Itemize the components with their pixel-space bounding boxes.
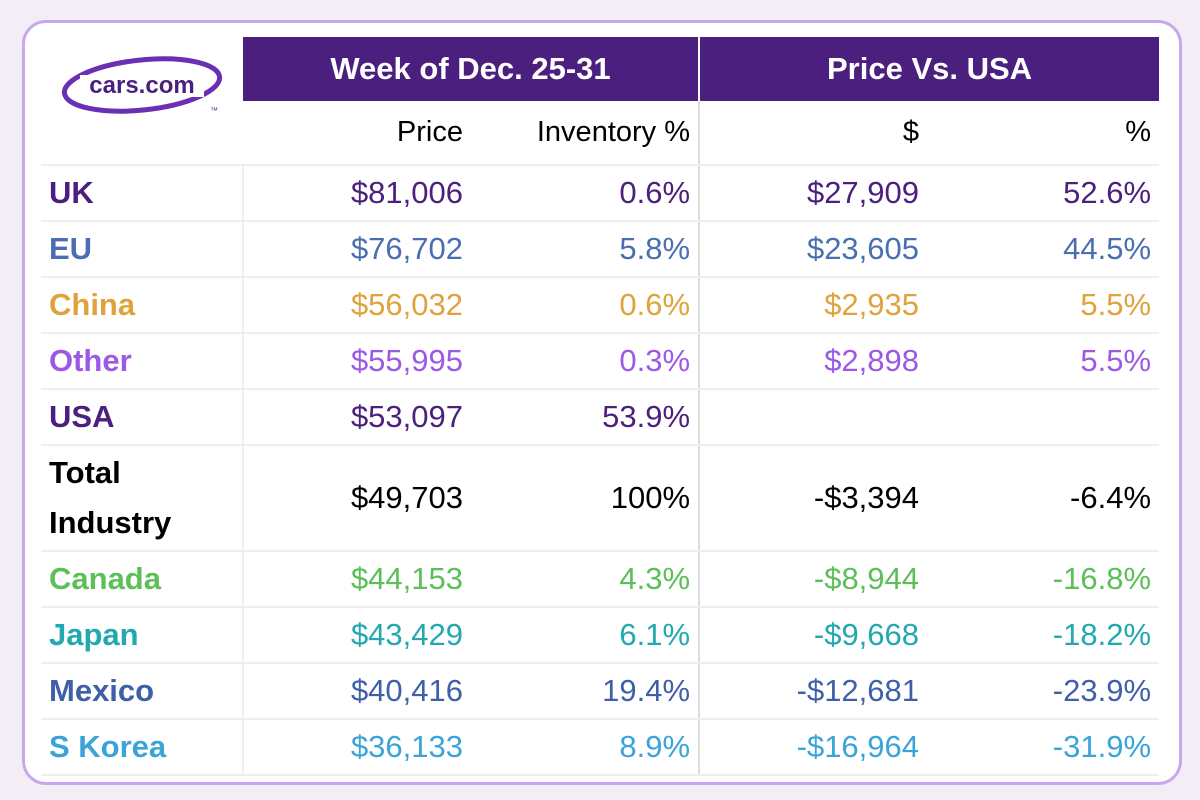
inventory-cell: 19.4% (471, 663, 701, 720)
table-row: China $56,032 0.6% $2,935 5.5% (41, 277, 1160, 334)
price-cell: $43,429 (243, 607, 471, 664)
table-row: S Korea $36,133 8.9% -$16,964 -31.9% (41, 719, 1160, 776)
row-label: Japan (41, 607, 244, 664)
price-cell: $55,995 (243, 333, 471, 390)
table-row: Other $55,995 0.3% $2,898 5.5% (41, 333, 1160, 390)
percent-diff-cell: -18.2% (927, 607, 1160, 664)
percent-diff-cell: 52.6% (927, 165, 1160, 222)
dollar-diff-cell: $2,898 (699, 333, 928, 390)
inventory-cell: 8.9% (471, 719, 701, 776)
group-header-row: Week of Dec. 25-31 Price Vs. USA (41, 37, 1160, 101)
inventory-cell: 4.3% (471, 551, 701, 608)
row-label: UK (41, 165, 244, 222)
price-cell: $76,702 (243, 221, 471, 278)
dollar-diff-cell: $2,935 (699, 277, 928, 334)
table-row: Japan $43,429 6.1% -$9,668 -18.2% (41, 607, 1160, 664)
inventory-cell: 6.1% (471, 607, 701, 664)
column-header-price: Price (243, 101, 471, 166)
price-cell: $81,006 (243, 165, 471, 222)
column-header-percent: % (927, 101, 1160, 166)
inventory-cell: 0.6% (471, 277, 701, 334)
dollar-diff-cell: $23,605 (699, 221, 928, 278)
row-label: Canada (41, 551, 244, 608)
table-body: UK $81,006 0.6% $27,909 52.6% EU $76,702 5.8% $2… (41, 165, 1160, 776)
percent-diff-cell: -23.9% (927, 663, 1160, 720)
row-label: S Korea (41, 719, 244, 776)
price-table-card: Week of Dec. 25-31 Price Vs. USA Price I… (22, 20, 1182, 785)
logo-ring (61, 56, 223, 114)
row-label: China (41, 277, 244, 334)
table-row: EU $76,702 5.8% $23,605 44.5% (41, 221, 1160, 278)
column-header-dollar: $ (699, 101, 928, 166)
dollar-diff-cell (699, 389, 928, 446)
logo-trademark: ™ (210, 106, 218, 115)
dollar-diff-cell: -$8,944 (699, 551, 928, 608)
percent-diff-cell (927, 389, 1160, 446)
percent-diff-cell: -6.4% (927, 445, 1160, 552)
percent-diff-cell: 44.5% (927, 221, 1160, 278)
inventory-cell: 0.3% (471, 333, 701, 390)
table-row: UK $81,006 0.6% $27,909 52.6% (41, 165, 1160, 222)
row-label: Other (41, 333, 244, 390)
cars-com-logo: cars.com ™ (61, 56, 223, 115)
logo-text-backdrop (80, 75, 204, 97)
price-cell: $40,416 (243, 663, 471, 720)
inventory-cell: 53.9% (471, 389, 701, 446)
percent-diff-cell: -31.9% (927, 719, 1160, 776)
price-cell: $36,133 (243, 719, 471, 776)
dollar-diff-cell: -$12,681 (699, 663, 928, 720)
inventory-cell: 100% (471, 445, 701, 552)
price-cell: $56,032 (243, 277, 471, 334)
percent-diff-cell: 5.5% (927, 277, 1160, 334)
logo-text: cars.com (89, 72, 194, 99)
table-row: Total Industry $49,703 100% -$3,394 -6.4% (41, 445, 1160, 552)
percent-diff-cell: -16.8% (927, 551, 1160, 608)
dollar-diff-cell: -$16,964 (699, 719, 928, 776)
dollar-diff-cell: $27,909 (699, 165, 928, 222)
table-row: Canada $44,153 4.3% -$8,944 -16.8% (41, 551, 1160, 608)
table-row: Mexico $40,416 19.4% -$12,681 -23.9% (41, 663, 1160, 720)
row-label: EU (41, 221, 244, 278)
dollar-diff-cell: -$3,394 (699, 445, 928, 552)
row-label: Mexico (41, 663, 244, 720)
price-cell: $49,703 (243, 445, 471, 552)
row-label: Total Industry (41, 445, 244, 552)
inventory-cell: 5.8% (471, 221, 701, 278)
price-cell: $53,097 (243, 389, 471, 446)
group-header-week: Week of Dec. 25-31 (243, 37, 701, 101)
row-label: USA (41, 389, 244, 446)
percent-diff-cell: 5.5% (927, 333, 1160, 390)
table-row: USA $53,097 53.9% (41, 389, 1160, 446)
price-table: Week of Dec. 25-31 Price Vs. USA Price I… (41, 37, 1160, 776)
group-header-vs-usa: Price Vs. USA (699, 37, 1160, 101)
column-header-row: Price Inventory % $ % (41, 101, 1160, 166)
column-header-inventory: Inventory % (471, 101, 701, 166)
price-cell: $44,153 (243, 551, 471, 608)
inventory-cell: 0.6% (471, 165, 701, 222)
dollar-diff-cell: -$9,668 (699, 607, 928, 664)
